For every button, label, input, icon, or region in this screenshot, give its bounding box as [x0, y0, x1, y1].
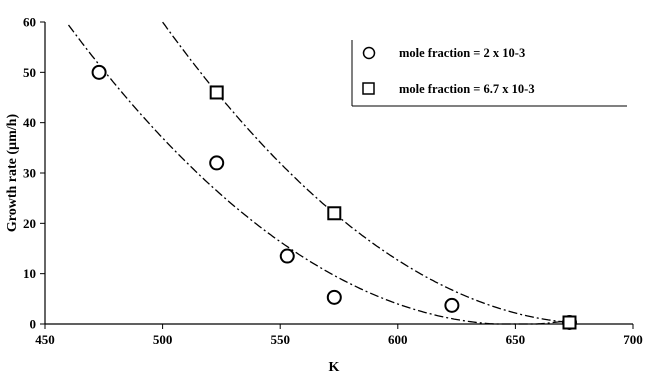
axes — [40, 21, 634, 329]
legend: mole fraction = 2 x 10-3 mole fraction =… — [351, 40, 627, 107]
y-tick-label: 40 — [23, 115, 36, 130]
x-axis-title: K — [329, 360, 340, 375]
data-point-square — [327, 206, 342, 221]
data-point-circle — [444, 297, 460, 313]
y-tick-label: 0 — [30, 317, 37, 332]
legend-marker-circle — [362, 46, 376, 60]
tick-labels: 0 10 20 30 40 50 60 450 500 550 600 650 700 — [23, 15, 643, 348]
data-point-circle — [91, 64, 107, 80]
legend-marker-square — [362, 82, 375, 95]
y-tick-label: 50 — [23, 65, 36, 80]
y-tick-label: 30 — [23, 166, 36, 181]
data-point-circle — [209, 155, 225, 171]
data-point-circle — [279, 248, 295, 264]
legend-item-circle: mole fraction = 2 x 10-3 — [362, 46, 525, 60]
trendline — [162, 21, 570, 324]
legend-box — [352, 40, 627, 106]
data-point-circle — [326, 289, 342, 305]
x-tick-label: 600 — [388, 332, 408, 347]
y-axis-title: Growth rate (µm/h) — [5, 114, 20, 233]
y-tick-label: 20 — [23, 216, 36, 231]
data-markers — [91, 64, 577, 330]
legend-label: mole fraction = 2 x 10-3 — [399, 46, 525, 60]
legend-label: mole fraction = 6.7 x 10-3 — [399, 82, 535, 96]
x-tick-label: 550 — [270, 332, 290, 347]
y-tick-label: 60 — [23, 15, 36, 30]
x-tick-label: 450 — [35, 332, 55, 347]
data-point-square — [562, 315, 577, 330]
trendlines — [67, 21, 570, 325]
x-tick-label: 650 — [506, 332, 526, 347]
data-point-square — [209, 85, 224, 100]
legend-item-square: mole fraction = 6.7 x 10-3 — [362, 82, 535, 96]
x-tick-label: 700 — [623, 332, 643, 347]
x-tick-label: 500 — [153, 332, 173, 347]
trendline — [67, 24, 570, 325]
y-tick-label: 10 — [23, 266, 36, 281]
